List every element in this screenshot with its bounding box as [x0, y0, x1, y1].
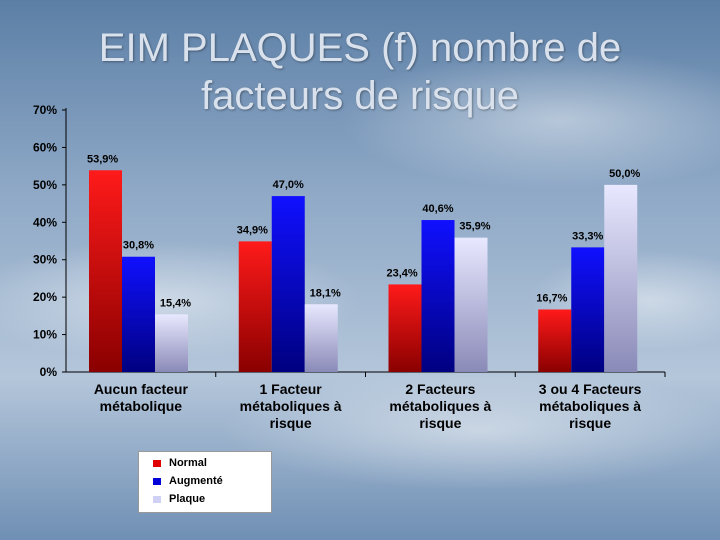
y-tick-label: 40%: [33, 215, 57, 229]
x-category-label: risque: [419, 415, 461, 431]
legend-swatch: [153, 478, 161, 485]
x-category-label: 3 ou 4 Facteurs: [539, 381, 642, 397]
chart-title-line1: EIM PLAQUES (f) nombre de: [98, 26, 622, 70]
y-tick-label: 30%: [33, 253, 57, 267]
bar-plaque: [304, 304, 338, 372]
x-category-label: métaboliques à: [389, 398, 491, 414]
bar-augmenté: [571, 247, 605, 372]
bar-augmenté: [421, 220, 455, 372]
data-label: 23,4%: [387, 267, 418, 279]
y-tick-label: 50%: [33, 178, 57, 192]
legend: Normal Augmenté Plaque: [138, 451, 272, 513]
bar-normal: [238, 241, 272, 372]
x-category-label: Aucun facteur: [94, 381, 189, 397]
bar-plaque: [155, 314, 188, 372]
y-tick-label: 60%: [33, 140, 57, 154]
x-category-label: risque: [569, 415, 611, 431]
x-category-label: métaboliques à: [240, 398, 342, 414]
legend-item-augmenté: Augmenté: [153, 475, 223, 489]
x-category-label: risque: [270, 415, 312, 431]
data-label: 53,9%: [87, 153, 118, 165]
legend-swatch: [153, 460, 161, 467]
x-category-label: 1 Facteur: [260, 381, 323, 397]
y-tick-label: 0%: [40, 365, 58, 379]
data-label: 34,9%: [237, 224, 268, 236]
data-label: 16,7%: [536, 292, 567, 304]
bar-plaque: [604, 184, 638, 372]
legend-label: Normal: [169, 457, 207, 469]
y-tick-label: 70%: [33, 103, 57, 117]
bar-normal: [89, 170, 122, 372]
data-label: 47,0%: [273, 179, 304, 191]
x-category-label: métaboliques à: [539, 398, 641, 414]
data-label: 40,6%: [422, 203, 453, 215]
legend-item-normal: Normal: [153, 457, 207, 471]
data-label: 15,4%: [160, 297, 191, 309]
legend-label: Augmenté: [169, 475, 223, 487]
data-label: 35,9%: [459, 221, 490, 233]
y-tick-label: 20%: [33, 290, 57, 304]
bar-augmenté: [122, 256, 155, 372]
data-label: 30,8%: [123, 240, 154, 252]
data-label: 18,1%: [310, 287, 341, 299]
chart-title-line2: facteurs de risque: [201, 74, 519, 118]
legend-swatch: [153, 496, 161, 503]
bar-augmenté: [271, 196, 305, 372]
y-tick-label: 10%: [33, 328, 57, 342]
bar-plaque: [454, 237, 488, 372]
x-category-label: 2 Facteurs: [405, 381, 475, 397]
data-label: 33,3%: [572, 230, 603, 242]
x-category-label: métabolique: [100, 398, 183, 414]
chart-title: EIM PLAQUES (f) nombre de facteurs de ri…: [60, 24, 660, 120]
legend-item-plaque: Plaque: [153, 493, 206, 507]
data-label: 50,0%: [609, 168, 640, 180]
bar-normal: [388, 284, 422, 372]
legend-label: Plaque: [169, 493, 206, 505]
bar-normal: [538, 309, 572, 372]
